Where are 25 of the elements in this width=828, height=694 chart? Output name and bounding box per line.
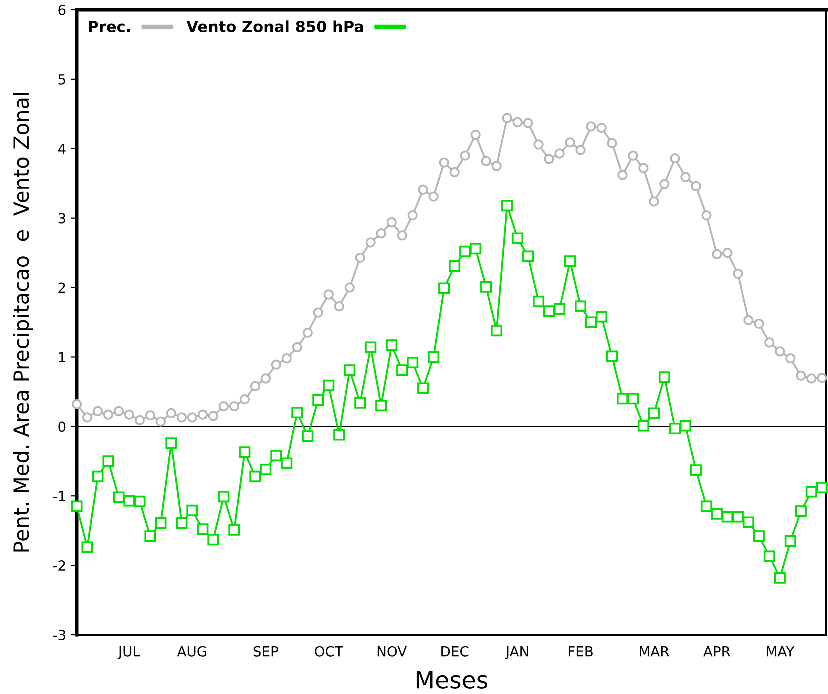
y-tick-label: -2 xyxy=(53,560,66,571)
x-tick-label: OCT xyxy=(315,646,344,657)
y-tick-label: 3 xyxy=(58,213,66,224)
x-axis-title: Meses xyxy=(416,671,488,689)
y-tick-label: 0 xyxy=(58,422,66,432)
y-tick-label: 4 xyxy=(58,144,66,154)
x-tick-label: APR xyxy=(704,646,731,657)
x-tick-label: DEC xyxy=(442,646,469,657)
x-tick-label: MAR xyxy=(640,646,670,657)
x-tick-label: AUG xyxy=(177,646,207,657)
y-tick-label: 5 xyxy=(58,74,66,85)
x-tick-label: JAN xyxy=(505,646,528,660)
legend-label: Vento Zonal 850 hPa xyxy=(186,20,364,33)
y-tick-label: -1 xyxy=(53,491,66,502)
y-tick-label: -3 xyxy=(53,630,66,640)
y-tick-label: 1 xyxy=(59,352,66,362)
x-tick-label: NOV xyxy=(378,646,408,657)
x-tick-label: MAY xyxy=(767,646,795,657)
x-tick-label: JUL xyxy=(118,646,140,660)
x-tick-label: SEP xyxy=(254,646,278,657)
y-tick-label: 6 xyxy=(58,4,66,16)
x-tick-label: FEB xyxy=(568,646,593,657)
legend-label: Prec. xyxy=(89,21,130,33)
y-axis-title: Pent. Med. Area Precipitacao e Vento Zonal xyxy=(13,93,34,552)
y-tick-label: 2 xyxy=(58,282,66,294)
